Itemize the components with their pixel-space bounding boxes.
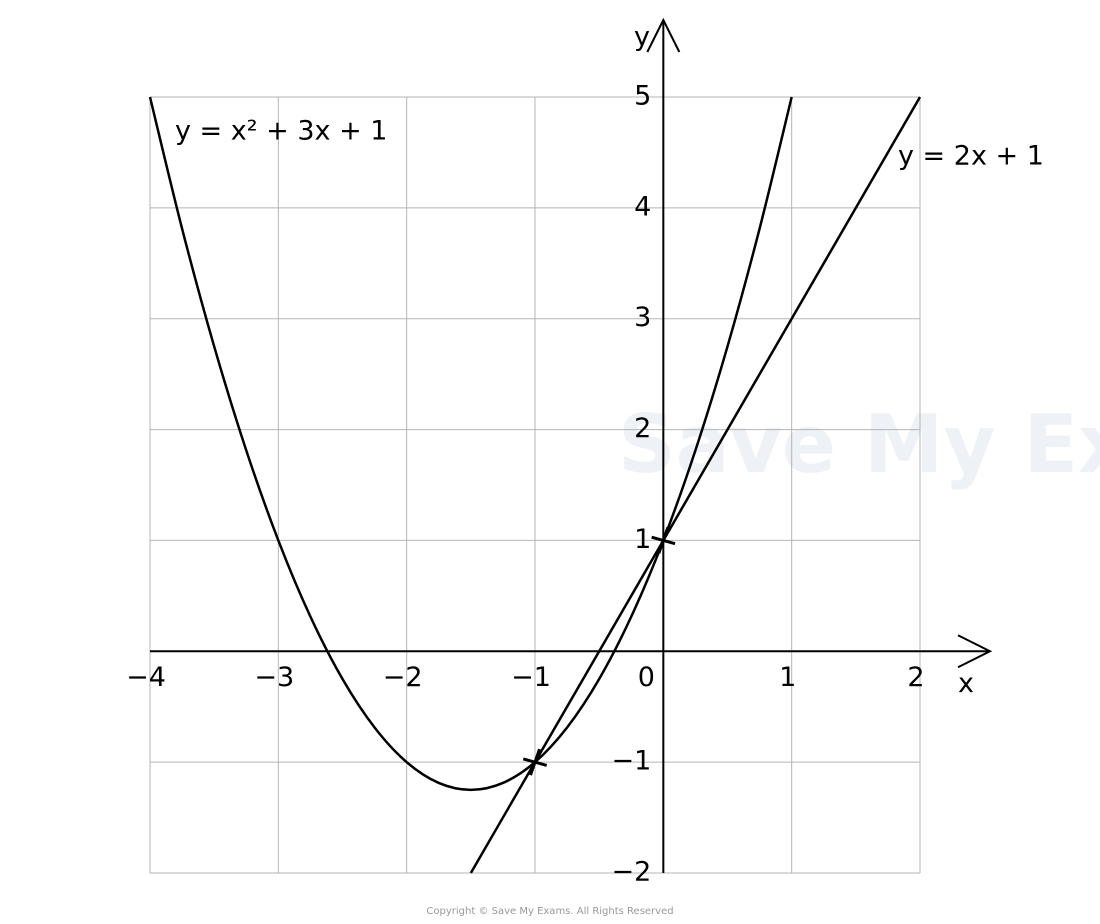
x-tick-label: −2: [383, 662, 423, 693]
y-tick-label: 2: [634, 413, 651, 444]
x-tick-label: −3: [254, 662, 294, 693]
curve: [469, 96, 922, 874]
y-tick-label: 4: [634, 191, 651, 222]
x-tick-label: 0: [638, 662, 655, 693]
x-tick-label: 1: [779, 662, 796, 693]
y-axis-arrow: [646, 17, 681, 53]
intersection-cross: [522, 748, 548, 776]
curve-label: y = 2x + 1: [898, 141, 1044, 172]
x-axis-arrow: [957, 634, 993, 669]
x-tick-label: −4: [126, 662, 166, 693]
curve: [148, 96, 793, 792]
y-tick-label: 1: [634, 524, 651, 555]
y-tick-label: 5: [634, 81, 651, 112]
curve-label: y = x² + 3x + 1: [175, 116, 387, 147]
y-tick-label: −2: [612, 857, 652, 888]
y-tick-label: −1: [612, 746, 652, 777]
x-axis-label: x: [958, 668, 974, 699]
y-axis-label: y: [634, 22, 650, 53]
watermark: Save My Exams: [618, 398, 1100, 491]
x-tick-label: −1: [511, 662, 551, 693]
plot-area: [148, 96, 922, 874]
footer: Copyright © Save My Exams. All Rights Re…: [426, 906, 673, 917]
y-tick-label: 3: [634, 302, 651, 333]
x-tick-label: 2: [907, 662, 924, 693]
